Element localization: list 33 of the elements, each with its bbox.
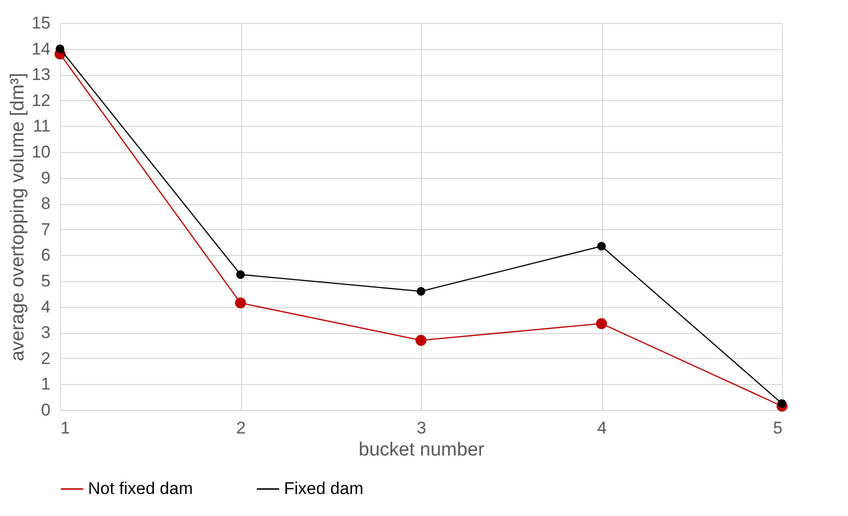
x-tick-label: 1 xyxy=(60,418,70,438)
point xyxy=(56,44,64,54)
x-axis-title: bucket number xyxy=(358,440,486,460)
point xyxy=(416,334,426,346)
y-tick-label: 5 xyxy=(41,272,50,290)
y-tick-label: 2 xyxy=(41,348,50,368)
x-tick-label: 2 xyxy=(236,418,246,438)
y-tick-label: 4 xyxy=(41,297,50,316)
point xyxy=(235,297,246,308)
legend-label: Fixed dam xyxy=(284,479,364,498)
y-tick-label: 12 xyxy=(32,90,50,110)
y-tick-label: 8 xyxy=(41,194,50,214)
y-tick-label: 15 xyxy=(32,14,50,32)
point xyxy=(778,399,786,408)
legend-label: Not fixed dam xyxy=(88,479,193,498)
y-tick-label: 11 xyxy=(32,116,50,136)
x-tick-label: 4 xyxy=(597,418,607,438)
point xyxy=(597,242,606,250)
y-tick-label: 7 xyxy=(41,220,50,239)
y-tick-label: 10 xyxy=(32,142,50,162)
x-tick-label: 5 xyxy=(773,418,782,438)
y-axis-title: average overtopping volume [dm³] xyxy=(8,72,29,362)
point xyxy=(416,287,426,296)
y-tick-label: 14 xyxy=(32,39,50,58)
y-tick-label: 0 xyxy=(41,400,50,420)
point xyxy=(596,318,607,330)
y-tick-label: 6 xyxy=(41,246,50,265)
y-tick-label: 3 xyxy=(41,323,50,342)
y-tick-label: 13 xyxy=(32,65,50,84)
point xyxy=(236,270,245,279)
x-tick-label: 3 xyxy=(416,418,426,438)
y-tick-label: 9 xyxy=(41,168,50,188)
y-tick-label: 1 xyxy=(41,374,50,394)
